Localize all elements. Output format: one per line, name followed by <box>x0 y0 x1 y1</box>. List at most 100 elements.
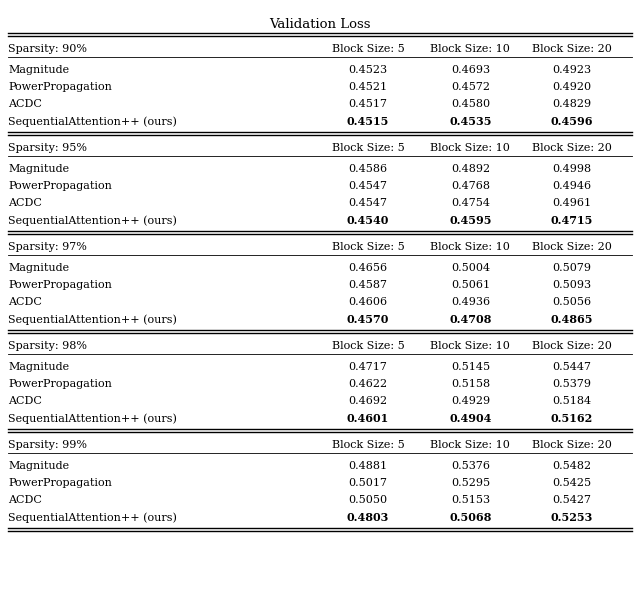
Text: 0.5153: 0.5153 <box>451 495 490 505</box>
Text: 0.4692: 0.4692 <box>348 396 388 406</box>
Text: Block Size: 5: Block Size: 5 <box>332 440 404 450</box>
Text: 0.5427: 0.5427 <box>552 495 591 505</box>
Text: 0.5158: 0.5158 <box>451 380 490 390</box>
Text: 0.4656: 0.4656 <box>348 263 388 273</box>
Text: ACDC: ACDC <box>8 100 42 109</box>
Text: 0.4595: 0.4595 <box>449 215 492 226</box>
Text: Block Size: 20: Block Size: 20 <box>532 143 611 153</box>
Text: Block Size: 20: Block Size: 20 <box>532 44 611 54</box>
Text: 0.4829: 0.4829 <box>552 100 591 109</box>
Text: 0.5379: 0.5379 <box>552 380 591 390</box>
Text: Block Size: 5: Block Size: 5 <box>332 341 404 351</box>
Text: 0.5079: 0.5079 <box>552 263 591 273</box>
Text: 0.4586: 0.4586 <box>348 164 388 174</box>
Text: 0.4717: 0.4717 <box>349 362 387 372</box>
Text: 0.5061: 0.5061 <box>451 280 490 291</box>
Text: 0.5482: 0.5482 <box>552 461 591 471</box>
Text: 0.4606: 0.4606 <box>348 297 388 307</box>
Text: Block Size: 10: Block Size: 10 <box>431 44 510 54</box>
Text: 0.4881: 0.4881 <box>348 461 388 471</box>
Text: PowerPropagation: PowerPropagation <box>8 181 112 192</box>
Text: Sparsity: 99%: Sparsity: 99% <box>8 440 87 450</box>
Text: SequentialAttention++ (ours): SequentialAttention++ (ours) <box>8 512 177 522</box>
Text: 0.4904: 0.4904 <box>449 413 492 424</box>
Text: ACDC: ACDC <box>8 198 42 208</box>
Text: Magnitude: Magnitude <box>8 164 70 174</box>
Text: 0.4693: 0.4693 <box>451 65 490 75</box>
Text: PowerPropagation: PowerPropagation <box>8 280 112 291</box>
Text: 0.4570: 0.4570 <box>347 314 389 325</box>
Text: 0.4865: 0.4865 <box>550 314 593 325</box>
Text: Block Size: 20: Block Size: 20 <box>532 242 611 252</box>
Text: Block Size: 5: Block Size: 5 <box>332 143 404 153</box>
Text: 0.4715: 0.4715 <box>550 215 593 226</box>
Text: ACDC: ACDC <box>8 297 42 307</box>
Text: 0.4535: 0.4535 <box>449 116 492 127</box>
Text: SequentialAttention++ (ours): SequentialAttention++ (ours) <box>8 215 177 225</box>
Text: 0.4587: 0.4587 <box>349 280 387 291</box>
Text: 0.4929: 0.4929 <box>451 396 490 406</box>
Text: Block Size: 20: Block Size: 20 <box>532 440 611 450</box>
Text: 0.5004: 0.5004 <box>451 263 490 273</box>
Text: 0.4936: 0.4936 <box>451 297 490 307</box>
Text: 0.5068: 0.5068 <box>449 512 492 523</box>
Text: Sparsity: 90%: Sparsity: 90% <box>8 44 87 54</box>
Text: 0.5184: 0.5184 <box>552 396 591 406</box>
Text: Block Size: 20: Block Size: 20 <box>532 341 611 351</box>
Text: 0.4580: 0.4580 <box>451 100 490 109</box>
Text: Sparsity: 95%: Sparsity: 95% <box>8 143 87 153</box>
Text: 0.4572: 0.4572 <box>451 82 490 93</box>
Text: 0.5253: 0.5253 <box>550 512 593 523</box>
Text: Block Size: 10: Block Size: 10 <box>431 341 510 351</box>
Text: 0.5425: 0.5425 <box>552 479 591 489</box>
Text: 0.4517: 0.4517 <box>349 100 387 109</box>
Text: Validation Loss: Validation Loss <box>269 18 371 30</box>
Text: 0.4923: 0.4923 <box>552 65 591 75</box>
Text: 0.4754: 0.4754 <box>451 198 490 208</box>
Text: 0.4998: 0.4998 <box>552 164 591 174</box>
Text: 0.4596: 0.4596 <box>550 116 593 127</box>
Text: PowerPropagation: PowerPropagation <box>8 479 112 489</box>
Text: 0.5447: 0.5447 <box>552 362 591 372</box>
Text: 0.4515: 0.4515 <box>347 116 389 127</box>
Text: SequentialAttention++ (ours): SequentialAttention++ (ours) <box>8 413 177 423</box>
Text: Block Size: 5: Block Size: 5 <box>332 44 404 54</box>
Text: Magnitude: Magnitude <box>8 65 70 75</box>
Text: 0.5093: 0.5093 <box>552 280 591 291</box>
Text: 0.4523: 0.4523 <box>348 65 388 75</box>
Text: Sparsity: 97%: Sparsity: 97% <box>8 242 87 252</box>
Text: ACDC: ACDC <box>8 495 42 505</box>
Text: Block Size: 10: Block Size: 10 <box>431 242 510 252</box>
Text: Block Size: 5: Block Size: 5 <box>332 242 404 252</box>
Text: Magnitude: Magnitude <box>8 263 70 273</box>
Text: 0.5162: 0.5162 <box>550 413 593 424</box>
Text: PowerPropagation: PowerPropagation <box>8 82 112 93</box>
Text: 0.4540: 0.4540 <box>347 215 389 226</box>
Text: Magnitude: Magnitude <box>8 461 70 471</box>
Text: 0.5145: 0.5145 <box>451 362 490 372</box>
Text: Block Size: 10: Block Size: 10 <box>431 143 510 153</box>
Text: Sparsity: 98%: Sparsity: 98% <box>8 341 87 351</box>
Text: 0.4892: 0.4892 <box>451 164 490 174</box>
Text: 0.4920: 0.4920 <box>552 82 591 93</box>
Text: 0.5050: 0.5050 <box>348 495 388 505</box>
Text: 0.4708: 0.4708 <box>449 314 492 325</box>
Text: SequentialAttention++ (ours): SequentialAttention++ (ours) <box>8 116 177 127</box>
Text: Block Size: 10: Block Size: 10 <box>431 440 510 450</box>
Text: ACDC: ACDC <box>8 396 42 406</box>
Text: 0.4946: 0.4946 <box>552 181 591 192</box>
Text: 0.4601: 0.4601 <box>347 413 389 424</box>
Text: 0.4521: 0.4521 <box>348 82 388 93</box>
Text: 0.5056: 0.5056 <box>552 297 591 307</box>
Text: SequentialAttention++ (ours): SequentialAttention++ (ours) <box>8 314 177 324</box>
Text: 0.4803: 0.4803 <box>347 512 389 523</box>
Text: 0.4547: 0.4547 <box>349 198 387 208</box>
Text: 0.4768: 0.4768 <box>451 181 490 192</box>
Text: 0.4547: 0.4547 <box>349 181 387 192</box>
Text: 0.5376: 0.5376 <box>451 461 490 471</box>
Text: 0.5295: 0.5295 <box>451 479 490 489</box>
Text: 0.5017: 0.5017 <box>349 479 387 489</box>
Text: PowerPropagation: PowerPropagation <box>8 380 112 390</box>
Text: 0.4961: 0.4961 <box>552 198 591 208</box>
Text: Magnitude: Magnitude <box>8 362 70 372</box>
